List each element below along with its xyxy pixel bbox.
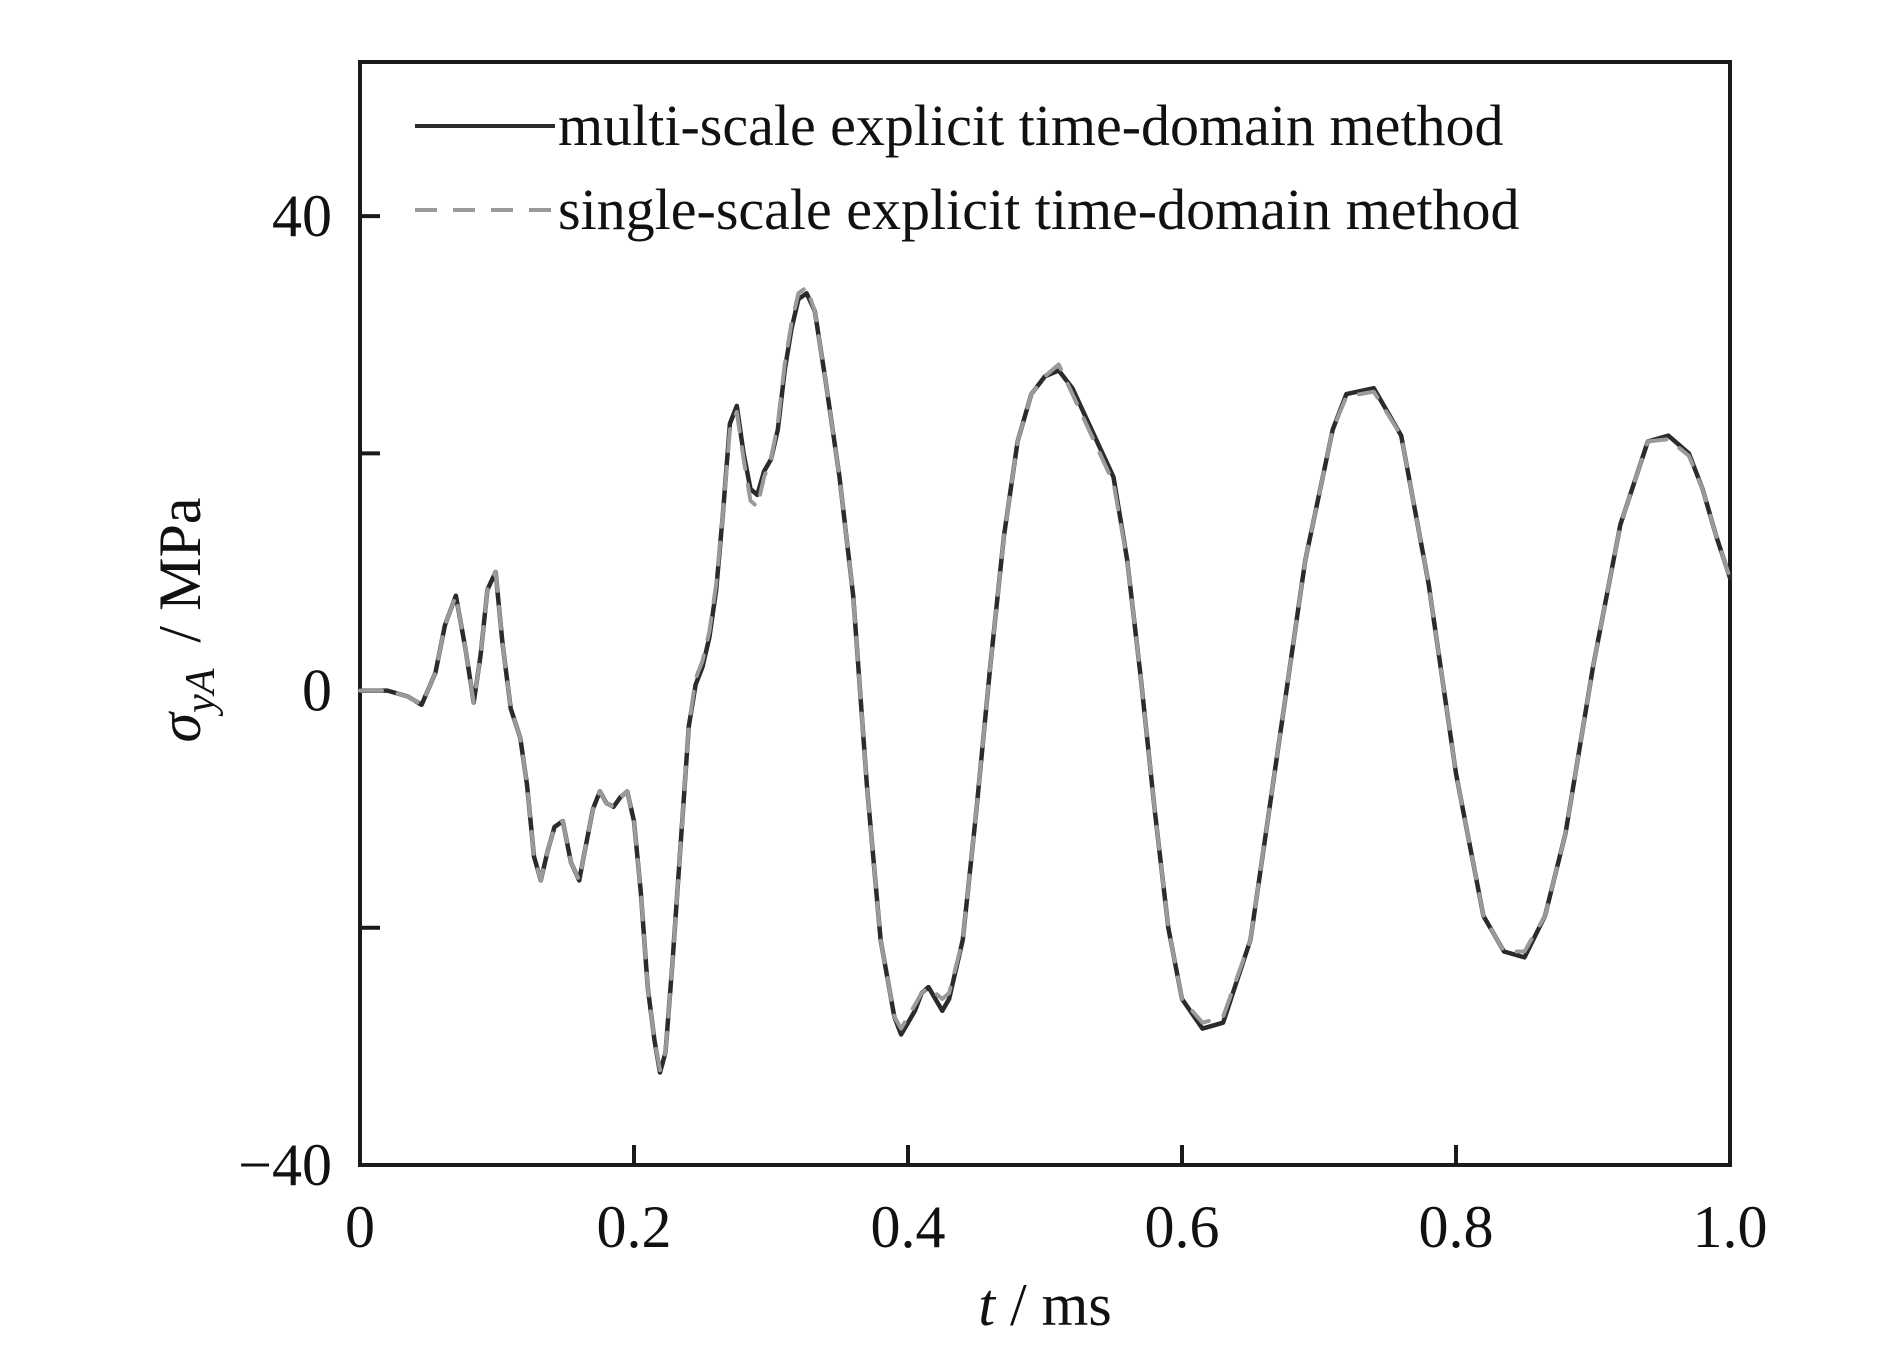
x-tick-label: 0 (345, 1194, 375, 1260)
x-tick-label: 1.0 (1693, 1194, 1768, 1260)
y-tick-label: 40 (272, 183, 332, 249)
x-tick-label: 0.6 (1145, 1194, 1220, 1260)
legend-label-multi-scale: multi-scale explicit time-domain method (558, 93, 1503, 158)
x-tick-label: 0.8 (1419, 1194, 1494, 1260)
y-tick-label: −40 (238, 1132, 332, 1198)
x-axis-var: t (978, 1272, 996, 1338)
y-axis-var: σ (147, 710, 213, 742)
x-axis: 0 0.2 0.4 0.6 0.8 1.0 (345, 1145, 1768, 1260)
series-layer (357, 285, 1733, 1075)
legend: multi-scale explicit time-domain method … (415, 93, 1520, 242)
series-line-single-scale (358, 285, 1732, 1073)
y-axis-unit: / MPa (147, 498, 213, 643)
x-tick-label: 0.4 (871, 1194, 946, 1260)
y-axis-subscript: yA (178, 668, 224, 717)
legend-label-single-scale: single-scale explicit time-domain method (558, 177, 1520, 242)
plot-frame (358, 60, 1732, 1167)
y-axis-title: σyA / MPa (147, 498, 224, 743)
y-tick-label: 0 (302, 658, 332, 724)
x-axis-title: t / ms (978, 1272, 1111, 1338)
series-line-multi-scale (357, 291, 1733, 1075)
x-axis-unit: / ms (995, 1272, 1112, 1338)
x-tick-label: 0.2 (597, 1194, 672, 1260)
